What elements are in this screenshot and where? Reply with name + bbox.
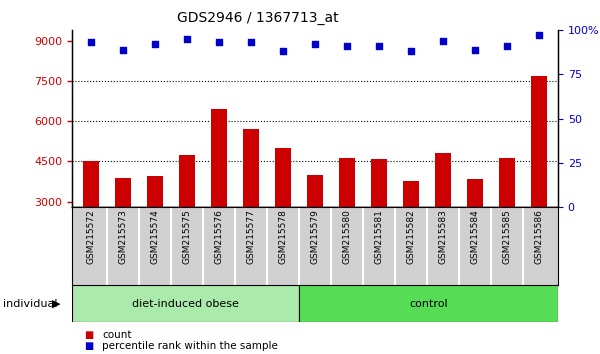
Point — [342, 43, 352, 49]
Text: GSM215576: GSM215576 — [215, 210, 224, 264]
Bar — [211, 109, 227, 207]
Bar — [147, 176, 163, 207]
Text: GSM215581: GSM215581 — [374, 210, 383, 264]
Text: individual: individual — [3, 298, 58, 309]
Bar — [403, 181, 419, 207]
Text: GSM215586: GSM215586 — [535, 210, 544, 264]
Bar — [275, 148, 291, 207]
Text: count: count — [102, 330, 131, 339]
Text: GSM215580: GSM215580 — [343, 210, 352, 264]
Point — [374, 43, 384, 49]
Bar — [531, 76, 547, 207]
Text: diet-induced obese: diet-induced obese — [132, 298, 239, 309]
Bar — [179, 155, 195, 207]
Text: GDS2946 / 1367713_at: GDS2946 / 1367713_at — [177, 11, 339, 25]
Point — [310, 41, 320, 47]
Text: GSM215579: GSM215579 — [311, 210, 320, 264]
Bar — [307, 175, 323, 207]
Bar — [115, 178, 131, 207]
Text: GSM215572: GSM215572 — [86, 210, 95, 264]
Text: ■: ■ — [84, 330, 93, 339]
Point — [151, 41, 160, 47]
Text: GSM215573: GSM215573 — [119, 210, 128, 264]
Text: ▶: ▶ — [52, 298, 61, 309]
Text: GSM215584: GSM215584 — [470, 210, 479, 264]
Point — [278, 48, 288, 54]
Point — [502, 43, 512, 49]
Bar — [83, 161, 99, 207]
Point — [470, 47, 479, 52]
Point — [406, 48, 416, 54]
Bar — [467, 179, 483, 207]
Text: GSM215582: GSM215582 — [406, 210, 415, 264]
Text: GSM215577: GSM215577 — [247, 210, 256, 264]
Text: GSM215575: GSM215575 — [182, 210, 191, 264]
Bar — [371, 159, 387, 207]
Point — [246, 40, 256, 45]
Bar — [339, 158, 355, 207]
Point — [438, 38, 448, 44]
Point — [214, 40, 224, 45]
Point — [534, 33, 544, 38]
Text: GSM215574: GSM215574 — [151, 210, 160, 264]
Text: GSM215583: GSM215583 — [439, 210, 448, 264]
Point — [86, 40, 96, 45]
Point — [182, 36, 192, 42]
Text: ■: ■ — [84, 341, 93, 351]
Text: percentile rank within the sample: percentile rank within the sample — [102, 341, 278, 351]
Bar — [499, 158, 515, 207]
Text: GSM215585: GSM215585 — [502, 210, 511, 264]
Text: control: control — [409, 298, 448, 309]
Point — [118, 47, 128, 52]
Bar — [72, 285, 299, 322]
Bar — [243, 129, 259, 207]
Bar — [435, 153, 451, 207]
Text: GSM215578: GSM215578 — [278, 210, 287, 264]
Bar — [299, 285, 558, 322]
